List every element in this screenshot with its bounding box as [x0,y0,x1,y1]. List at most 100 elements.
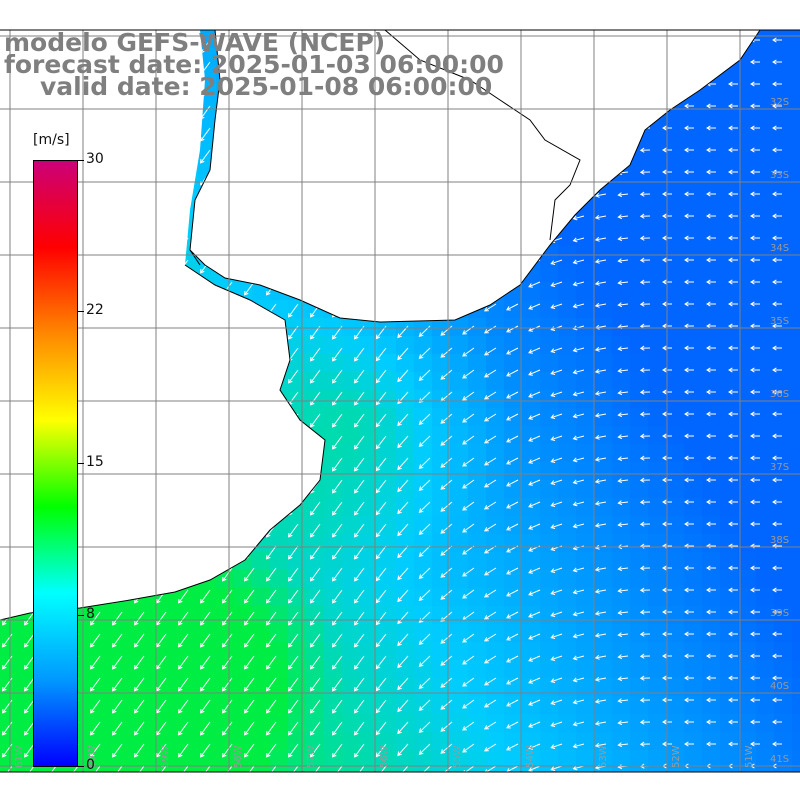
wind-arrow [90,655,101,670]
wind-speed-cell [792,138,800,156]
wind-arrow [506,589,519,597]
wind-speed-cell [360,318,378,336]
wind-speed-cell [702,174,720,192]
colorbar [33,160,78,767]
wind-speed-cell [360,624,378,642]
wind-speed-cell [756,318,774,336]
wind-speed-cell [378,660,396,678]
wind-speed-cell [756,462,774,480]
wind-speed-cell [288,372,306,390]
wind-arrow [462,413,475,423]
wind-speed-cell [396,624,414,642]
wind-speed-cell [450,660,468,678]
wind-speed-cell [360,660,378,678]
wind-speed-cell [648,714,666,732]
wind-speed-cell [414,336,432,354]
wind-arrow [684,257,694,263]
wind-speed-cell [702,156,720,174]
wind-arrow [90,611,101,626]
wind-speed-cell [702,498,720,516]
wind-arrow [24,611,35,626]
wind-speed-cell [432,588,450,606]
wind-speed-cell [738,678,756,696]
wind-speed-cell [720,516,738,534]
wind-speed-cell [360,714,378,732]
wind-arrow [594,610,607,616]
wind-speed-cell [684,678,702,696]
wind-speed-cell [774,750,792,768]
wind-speed-cell [594,282,612,300]
wind-arrow [200,633,211,648]
wind-speed-cell [324,696,342,714]
wind-speed-cell [702,588,720,606]
wind-arrow [222,567,233,582]
wind-speed-cell [378,534,396,552]
wind-arrow [639,411,651,417]
wind-arrow [354,721,365,736]
wind-arrow [244,611,255,626]
wind-arrow [506,633,519,641]
wind-arrow [200,611,211,626]
wind-speed-cell [594,354,612,372]
wind-speed-cell [648,156,666,174]
wind-speed-cell [468,516,486,534]
wind-arrow [354,479,365,494]
wind-arrow [706,125,716,131]
wind-speed-cell [630,354,648,372]
wind-speed-cell [630,444,648,462]
wind-speed-cell [342,390,360,408]
wind-arrow [528,457,541,464]
wind-speed-cell [666,228,684,246]
wind-arrow [266,545,277,560]
wind-arrow [462,589,475,599]
wind-arrow [772,477,782,483]
wind-speed-cell [414,444,432,462]
wind-speed-cell [396,570,414,588]
wind-speed-cell [630,318,648,336]
wind-arrow [639,543,651,549]
wind-arrow [572,699,585,705]
wind-arrow [244,567,255,582]
wind-speed-cell [666,138,684,156]
wind-speed-cell [450,696,468,714]
border-uruguay-brazil [384,29,581,241]
wind-speed-cell [558,390,576,408]
wind-speed-cell [792,570,800,588]
wind-speed-cell [666,120,684,138]
wind-arrow [572,369,585,375]
wind-speed-cell [774,498,792,516]
wind-speed-cell [792,696,800,714]
wind-speed-cell [702,516,720,534]
wind-speed-cell [756,174,774,192]
wind-speed-cell [756,714,774,732]
wind-speed-cell [378,390,396,408]
wind-speed-cell [162,624,180,642]
wind-arrow [178,633,189,648]
wind-speed-cell [738,462,756,480]
wind-speed-cell [576,282,594,300]
wind-arrow [772,653,782,659]
wind-speed-cell [630,552,648,570]
wind-speed-cell [324,426,342,444]
wind-speed-cell [612,732,630,750]
wind-speed-cell [612,750,630,768]
wind-arrow [506,743,519,751]
wind-arrow [750,213,760,219]
wind-arrow [750,455,760,461]
wind-speed-cell [360,354,378,372]
wind-speed-cell [558,696,576,714]
wind-speed-cell [702,534,720,552]
wind-speed-cell [738,606,756,624]
wind-arrow [750,697,760,703]
wind-arrow [506,479,519,487]
wind-arrow [706,279,716,285]
wind-arrow [397,413,409,427]
wind-arrow [440,567,453,578]
wind-arrow [222,633,233,648]
wind-speed-cell [774,480,792,498]
wind-arrow [483,743,497,752]
wind-speed-cell [576,732,594,750]
wind-speed-cell [522,534,540,552]
wind-speed-cell [792,660,800,678]
wind-speed-cell [774,264,792,282]
